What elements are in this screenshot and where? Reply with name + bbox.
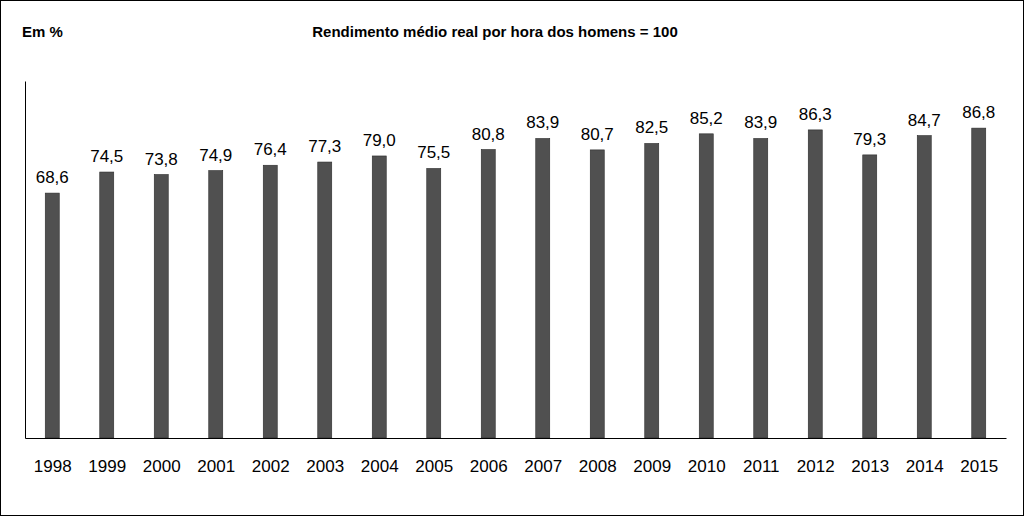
x-tick: 2014: [906, 438, 944, 476]
x-tick-label: 2004: [361, 457, 399, 476]
bar: [972, 128, 986, 438]
bar: [808, 130, 822, 438]
x-tick-label: 2007: [524, 457, 562, 476]
y-label: Em %: [22, 23, 63, 40]
data-label: 76,4: [254, 140, 287, 159]
x-tick-label: 2014: [906, 457, 944, 476]
data-label: 74,9: [199, 146, 232, 165]
data-label: 79,3: [853, 130, 886, 149]
x-tick: 1999: [88, 438, 126, 476]
bar: [100, 172, 114, 438]
x-tick: 2011: [743, 438, 780, 476]
data-labels: 68,6 74,5 73,8 74,9 76,4 77,3 79,0 75,5 80,8 83,9…: [36, 103, 996, 187]
x-tick-label: 2013: [851, 457, 889, 476]
x-tick: 2001: [197, 438, 235, 476]
bar: [754, 138, 768, 438]
x-tick-label: 2000: [143, 457, 181, 476]
x-tick-label: 2003: [306, 457, 344, 476]
x-tick-label: 1998: [34, 457, 72, 476]
bar: [699, 134, 713, 438]
data-label: 83,9: [526, 113, 559, 132]
data-label: 68,6: [36, 168, 69, 187]
outer-frame: [1, 1, 1024, 516]
data-label: 86,8: [962, 103, 995, 122]
bar: [372, 156, 386, 438]
data-label: 80,7: [581, 125, 614, 144]
x-tick: 2007: [524, 438, 562, 476]
bar: [318, 162, 332, 438]
x-tick-label: 2008: [579, 457, 617, 476]
x-tick-label: 2011: [743, 457, 780, 476]
x-tick-label: 2005: [415, 457, 453, 476]
x-tick: 2004: [361, 438, 399, 476]
bar: [427, 168, 441, 438]
x-tick: 2008: [579, 438, 617, 476]
x-tick-label: 2009: [633, 457, 671, 476]
x-tick: 2000: [143, 438, 181, 476]
data-label: 84,7: [908, 111, 941, 130]
x-tick-label: 2010: [688, 457, 726, 476]
data-label: 80,8: [472, 125, 505, 144]
x-tick-label: 1999: [88, 457, 126, 476]
x-tick: 2006: [470, 438, 508, 476]
bar: [536, 138, 550, 438]
x-tick: 2013: [851, 438, 889, 476]
data-label: 75,5: [417, 143, 450, 162]
x-axis-line: [26, 438, 1007, 439]
x-tick-label: 2012: [797, 457, 835, 476]
x-tick: 2010: [688, 438, 726, 476]
bar: [645, 143, 659, 438]
x-tick-label: 2006: [470, 457, 508, 476]
data-label: 85,2: [690, 109, 723, 128]
bars: [45, 128, 986, 438]
title: Rendimento médio real por hora dos homen…: [312, 23, 678, 40]
data-label: 73,8: [145, 150, 178, 169]
x-tick-label: 2001: [197, 457, 235, 476]
data-label: 86,3: [799, 105, 832, 124]
data-label: 77,3: [308, 137, 341, 156]
x-tick: 2012: [797, 438, 835, 476]
x-tick: 2009: [633, 438, 671, 476]
x-tick-label: 2002: [252, 457, 290, 476]
x-tick: 2015: [960, 438, 998, 476]
bar: [863, 155, 877, 438]
bar: [154, 175, 168, 438]
x-tick: 1998: [34, 438, 72, 476]
x-tick-label: 2015: [960, 457, 998, 476]
y-axis-line: [25, 82, 26, 439]
x-tick: 2003: [306, 438, 344, 476]
bar: [263, 165, 277, 438]
x-axis: 1998 1999 2000 2001 2002 2003 2004 2005 2006 2007…: [26, 438, 1007, 476]
bar: [481, 150, 495, 438]
bar: [209, 171, 223, 438]
bar: [45, 193, 59, 438]
bar: [917, 136, 931, 438]
bar: [590, 150, 604, 438]
data-label: 74,5: [90, 147, 123, 166]
data-label: 83,9: [744, 113, 777, 132]
y-axis: [25, 82, 26, 439]
x-tick: 2005: [415, 438, 453, 476]
data-label: 82,5: [635, 118, 668, 137]
data-label: 79,0: [363, 131, 396, 150]
x-tick: 2002: [252, 438, 290, 476]
